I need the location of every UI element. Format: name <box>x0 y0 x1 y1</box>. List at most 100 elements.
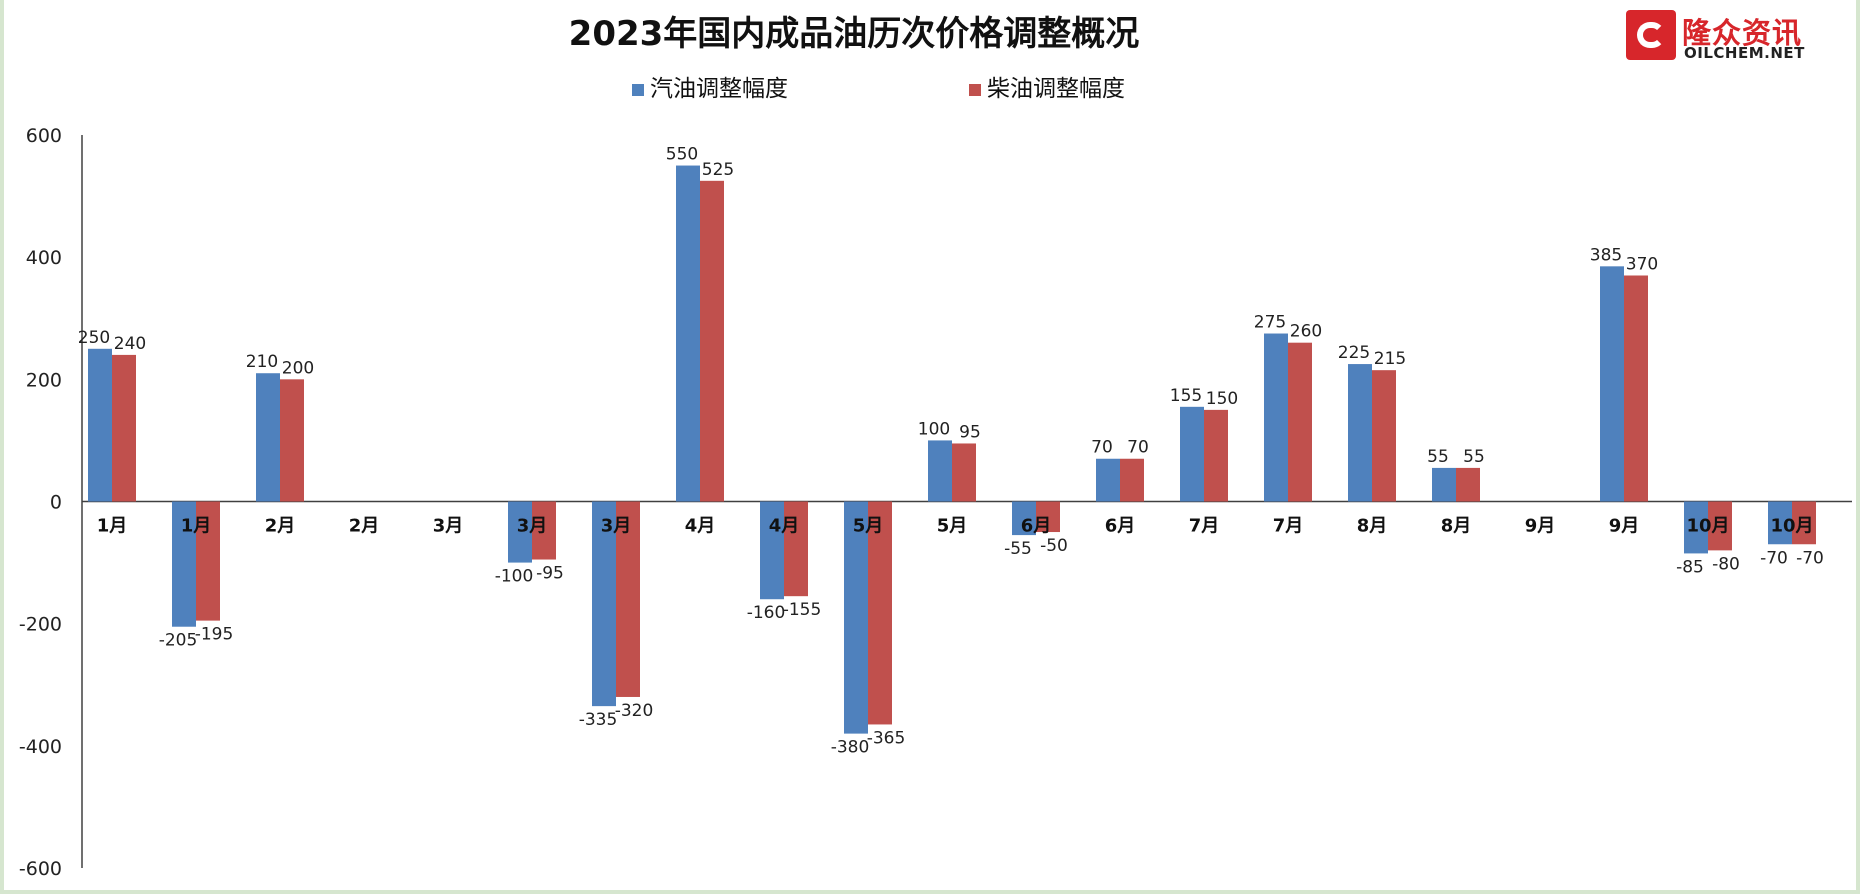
data-label-gasoline: 210 <box>246 352 278 372</box>
data-label-diesel: 525 <box>702 160 734 180</box>
chart-legend: 汽油调整幅度 柴油调整幅度 <box>632 74 1192 104</box>
data-label-gasoline: -55 <box>1004 539 1032 559</box>
bar-diesel <box>1036 501 1060 533</box>
x-category-label: 1月 <box>181 516 212 537</box>
bar-gasoline <box>508 501 532 563</box>
x-category-label: 5月 <box>937 516 968 537</box>
data-label-diesel: 240 <box>114 334 146 354</box>
bar-diesel <box>196 501 220 621</box>
x-category-label: 3月 <box>517 516 548 537</box>
x-category-label: 8月 <box>1441 516 1472 537</box>
bar-gasoline <box>1012 501 1036 536</box>
x-category-label: 2月 <box>265 516 296 537</box>
data-label-diesel: -195 <box>195 625 234 645</box>
y-tick-label: -400 <box>19 736 62 758</box>
oilchem-logo: 隆众资讯 OILCHEM.NET <box>1626 10 1826 62</box>
data-label-diesel: 260 <box>1290 322 1322 342</box>
bar-gasoline <box>928 440 952 502</box>
legend-swatch-diesel <box>969 84 981 96</box>
bar-gasoline <box>1180 406 1204 502</box>
data-label-gasoline: 155 <box>1170 386 1202 406</box>
bar-gasoline <box>760 501 784 600</box>
data-label-gasoline: 385 <box>1590 245 1622 265</box>
data-label-gasoline: -100 <box>495 567 534 587</box>
bar-diesel <box>1372 370 1396 502</box>
data-label-gasoline: 70 <box>1091 438 1113 458</box>
data-label-gasoline: -335 <box>579 710 618 730</box>
data-label-diesel: 150 <box>1206 389 1238 409</box>
bar-diesel <box>700 180 724 502</box>
bar-diesel <box>1288 342 1312 502</box>
bar-diesel <box>952 443 976 502</box>
y-tick-label: 0 <box>50 492 62 514</box>
data-label-diesel: -95 <box>536 564 564 584</box>
legend-swatch-gasoline <box>632 84 644 96</box>
data-label-diesel: -320 <box>615 701 654 721</box>
y-tick-label: 600 <box>26 125 62 147</box>
bar-gasoline <box>256 373 280 502</box>
x-category-label: 9月 <box>1525 516 1556 537</box>
bar-gasoline <box>1432 467 1456 502</box>
bar-diesel <box>1708 501 1732 551</box>
bar-gasoline <box>88 348 112 502</box>
legend-label-gasoline: 汽油调整幅度 <box>650 76 788 102</box>
bar-diesel <box>280 379 304 502</box>
x-category-label: 3月 <box>601 516 632 537</box>
bar-gasoline <box>1600 266 1624 502</box>
bar-diesel <box>1204 409 1228 502</box>
x-category-label: 6月 <box>1021 516 1052 537</box>
x-category-label: 10月 <box>1770 516 1813 537</box>
data-label-gasoline: 225 <box>1338 343 1370 363</box>
data-label-diesel: 95 <box>959 422 981 442</box>
data-label-diesel: -155 <box>783 600 822 620</box>
bar-gasoline <box>592 501 616 707</box>
bar-diesel <box>868 501 892 725</box>
logo-en-text: OILCHEM.NET <box>1684 44 1805 62</box>
bar-gasoline <box>1096 458 1120 502</box>
x-category-label: 5月 <box>853 516 884 537</box>
bar-diesel <box>1120 458 1144 502</box>
bar-gasoline <box>844 501 868 734</box>
data-label-diesel: 55 <box>1463 447 1485 467</box>
data-label-gasoline: 100 <box>918 419 950 439</box>
x-category-label: 6月 <box>1105 516 1136 537</box>
data-label-diesel: 215 <box>1374 349 1406 369</box>
data-label-diesel: -80 <box>1712 554 1740 574</box>
x-category-label: 7月 <box>1189 516 1220 537</box>
bar-diesel <box>1624 275 1648 502</box>
x-category-label: 7月 <box>1273 516 1304 537</box>
x-category-label: 3月 <box>433 516 464 537</box>
data-label-diesel: -50 <box>1040 536 1068 556</box>
data-label-diesel: 70 <box>1127 438 1149 458</box>
y-tick-label: -600 <box>19 858 62 880</box>
data-label-gasoline: -380 <box>831 738 870 758</box>
data-label-gasoline: 250 <box>78 328 110 348</box>
data-label-gasoline: 550 <box>666 145 698 165</box>
data-label-diesel: -365 <box>867 728 906 748</box>
bar-gasoline <box>1768 501 1792 545</box>
y-tick-label: 400 <box>26 247 62 269</box>
x-category-label: 4月 <box>685 516 716 537</box>
bar-diesel <box>532 501 556 560</box>
x-category-label: 2月 <box>349 516 380 537</box>
x-category-label: 10月 <box>1686 516 1729 537</box>
data-label-gasoline: 275 <box>1254 313 1286 333</box>
oilchem-logo-icon <box>1626 10 1676 60</box>
data-label-gasoline: 55 <box>1427 447 1449 467</box>
y-tick-label: 200 <box>26 369 62 391</box>
data-label-gasoline: -160 <box>747 603 786 623</box>
bar-gasoline <box>1348 364 1372 502</box>
data-label-diesel: -70 <box>1796 548 1824 568</box>
x-category-label: 4月 <box>769 516 800 537</box>
bar-gasoline <box>676 165 700 502</box>
y-tick-label: -200 <box>19 614 62 636</box>
bar-diesel <box>784 501 808 597</box>
data-label-diesel: 370 <box>1626 254 1658 274</box>
bar-gasoline <box>172 501 196 627</box>
logo-cn-text: 隆众资讯 <box>1682 16 1803 50</box>
data-label-gasoline: -85 <box>1676 557 1704 577</box>
bar-diesel <box>616 501 640 697</box>
bar-gasoline <box>1684 501 1708 554</box>
bar-diesel <box>1792 501 1816 545</box>
